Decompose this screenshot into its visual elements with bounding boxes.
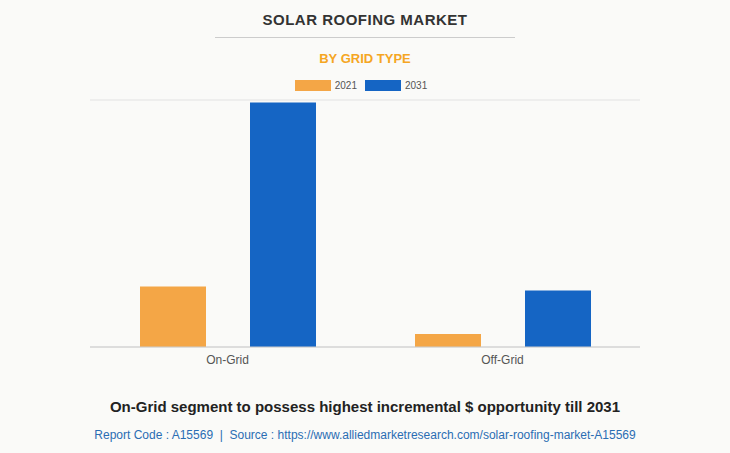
html-text:2021: 2021	[334, 80, 357, 91]
html-text:BY GRID TYPE: BY GRID TYPE	[319, 51, 411, 66]
html-text:Report Code : A15569 | Source: Report Code : A15569 | Source : https://…	[94, 428, 636, 442]
svg-text:On-Grid: On-Grid	[206, 353, 249, 367]
svg-text:Off-Grid: Off-Grid	[481, 353, 523, 367]
html-text:SOLAR ROOFING MARKET: SOLAR ROOFING MARKET	[262, 11, 468, 28]
html-text:On-Grid segment to possess hig: On-Grid segment to possess highest incre…	[109, 398, 620, 415]
html-text:2031: 2031	[405, 80, 428, 91]
